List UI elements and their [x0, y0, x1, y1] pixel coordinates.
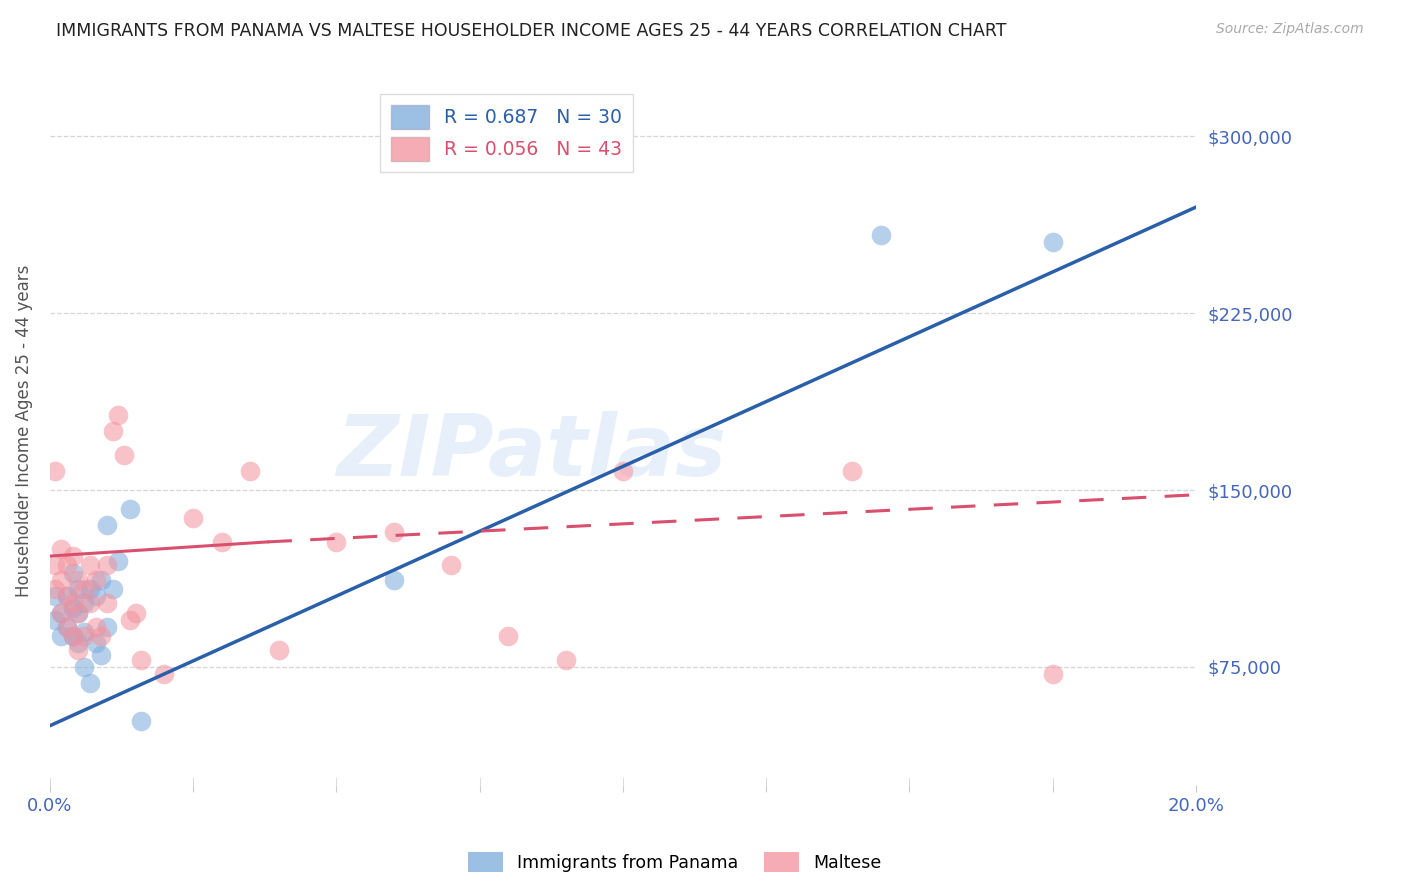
Point — [554, 653, 576, 667]
Point — [56, 620, 79, 634]
Point — [153, 667, 176, 681]
Point — [112, 448, 135, 462]
Point — [181, 511, 204, 525]
Point — [124, 606, 146, 620]
Point — [118, 502, 141, 516]
Point — [62, 549, 84, 563]
Point — [84, 636, 107, 650]
Legend: R = 0.687   N = 30, R = 0.056   N = 43: R = 0.687 N = 30, R = 0.056 N = 43 — [380, 94, 633, 172]
Text: Source: ZipAtlas.com: Source: ZipAtlas.com — [1216, 22, 1364, 37]
Point — [131, 653, 153, 667]
Y-axis label: Householder Income Ages 25 - 44 years: Householder Income Ages 25 - 44 years — [15, 265, 32, 598]
Point — [382, 573, 405, 587]
Point — [79, 596, 101, 610]
Point — [67, 573, 90, 587]
Point — [67, 606, 90, 620]
Point — [62, 629, 84, 643]
Point — [239, 464, 262, 478]
Point — [107, 554, 129, 568]
Point — [90, 629, 112, 643]
Point — [267, 643, 290, 657]
Point — [62, 601, 84, 615]
Point — [84, 620, 107, 634]
Text: IMMIGRANTS FROM PANAMA VS MALTESE HOUSEHOLDER INCOME AGES 25 - 44 YEARS CORRELAT: IMMIGRANTS FROM PANAMA VS MALTESE HOUSEH… — [56, 22, 1007, 40]
Point — [131, 714, 153, 728]
Point — [96, 558, 118, 573]
Point — [67, 582, 90, 596]
Point — [73, 629, 96, 643]
Point — [44, 558, 66, 573]
Point — [49, 573, 72, 587]
Point — [382, 525, 405, 540]
Point — [79, 676, 101, 690]
Point — [101, 424, 124, 438]
Point — [56, 589, 79, 603]
Point — [440, 558, 463, 573]
Point — [56, 589, 79, 603]
Point — [44, 589, 66, 603]
Point — [1042, 235, 1064, 250]
Point — [49, 606, 72, 620]
Point — [49, 629, 72, 643]
Point — [73, 660, 96, 674]
Point — [325, 535, 347, 549]
Point — [869, 228, 891, 243]
Point — [90, 573, 112, 587]
Point — [67, 606, 90, 620]
Point — [67, 636, 90, 650]
Point — [84, 589, 107, 603]
Point — [62, 566, 84, 580]
Point — [612, 464, 634, 478]
Point — [73, 582, 96, 596]
Point — [62, 629, 84, 643]
Point — [96, 518, 118, 533]
Point — [841, 464, 863, 478]
Point — [44, 582, 66, 596]
Point — [67, 643, 90, 657]
Point — [496, 629, 519, 643]
Point — [73, 596, 96, 610]
Point — [44, 464, 66, 478]
Point — [73, 624, 96, 639]
Point — [79, 582, 101, 596]
Text: ZIPatlas: ZIPatlas — [336, 411, 727, 494]
Point — [96, 620, 118, 634]
Point — [107, 408, 129, 422]
Point — [56, 558, 79, 573]
Point — [56, 620, 79, 634]
Legend: Immigrants from Panama, Maltese: Immigrants from Panama, Maltese — [461, 845, 889, 879]
Point — [96, 596, 118, 610]
Point — [90, 648, 112, 662]
Point — [211, 535, 233, 549]
Point — [49, 606, 72, 620]
Point — [118, 613, 141, 627]
Point — [49, 541, 72, 556]
Point — [1042, 667, 1064, 681]
Point — [44, 613, 66, 627]
Point — [101, 582, 124, 596]
Point — [79, 558, 101, 573]
Point — [84, 573, 107, 587]
Point — [62, 596, 84, 610]
